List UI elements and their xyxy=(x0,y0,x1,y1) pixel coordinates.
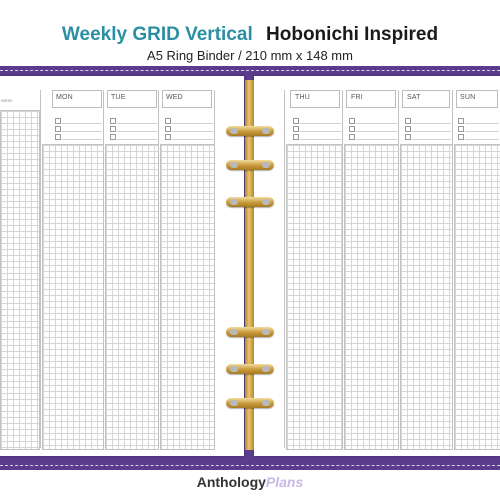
checkbox-line xyxy=(62,131,102,132)
day-grid-sat xyxy=(400,144,453,450)
checkbox-line xyxy=(62,139,102,140)
day-header-wed xyxy=(162,90,212,108)
right-page: THU FRI SAT SUN xyxy=(254,76,500,456)
day-grid-sun xyxy=(454,144,500,450)
checkbox-line xyxy=(300,131,341,132)
day-label-tue: TUE xyxy=(111,94,126,101)
checkbox[interactable] xyxy=(110,118,116,124)
day-header-thu xyxy=(290,90,340,108)
brand-logo: AnthologyPlans xyxy=(0,472,500,492)
binder-ring xyxy=(226,160,274,170)
checkbox-line xyxy=(300,139,341,140)
left-page: WEEK MON TUE WED xyxy=(0,76,244,456)
day-label-fri: FRI xyxy=(351,94,363,101)
binder-ring xyxy=(226,398,274,408)
day-header-fri xyxy=(346,90,396,108)
day-label-thu: THU xyxy=(295,94,310,101)
checkbox[interactable] xyxy=(349,134,355,140)
brand-name-part-1: Anthology xyxy=(196,474,266,490)
checkbox[interactable] xyxy=(165,126,171,132)
day-grid-mon xyxy=(42,144,104,450)
checkbox-line xyxy=(465,139,499,140)
title-part-2: Hobonichi Inspired xyxy=(266,24,439,45)
day-grid-tue xyxy=(105,144,159,450)
checkbox[interactable] xyxy=(349,126,355,132)
binder-stitch-bottom xyxy=(0,465,500,466)
checkbox[interactable] xyxy=(165,118,171,124)
column-divider xyxy=(284,90,285,448)
day-header-tue xyxy=(107,90,157,108)
checkbox[interactable] xyxy=(405,134,411,140)
checkbox[interactable] xyxy=(293,118,299,124)
checkbox-line xyxy=(412,139,451,140)
day-grid-wed xyxy=(160,144,215,450)
day-grid-thu xyxy=(286,144,343,450)
checkbox[interactable] xyxy=(165,134,171,140)
checkbox-line xyxy=(356,139,397,140)
checkbox[interactable] xyxy=(405,118,411,124)
checkbox-line xyxy=(300,123,341,124)
binder-ring xyxy=(226,197,274,207)
checkbox-line xyxy=(465,131,499,132)
left-time-grid xyxy=(0,110,40,450)
checkbox[interactable] xyxy=(458,134,464,140)
checkbox[interactable] xyxy=(110,126,116,132)
day-header-sat xyxy=(402,90,450,108)
checkbox-line xyxy=(172,139,213,140)
title-part-1: Weekly GRID Vertical xyxy=(61,24,253,45)
day-label-sat: SAT xyxy=(407,94,421,101)
checkbox[interactable] xyxy=(349,118,355,124)
checkbox-line xyxy=(356,123,397,124)
binder-ring xyxy=(226,126,274,136)
checkbox[interactable] xyxy=(293,134,299,140)
checkbox[interactable] xyxy=(405,126,411,132)
checkbox-line xyxy=(412,123,451,124)
checkbox-line xyxy=(172,131,213,132)
checkbox-line xyxy=(117,131,157,132)
day-header-mon xyxy=(52,90,102,108)
day-label-mon: MON xyxy=(56,94,73,101)
checkbox[interactable] xyxy=(110,134,116,140)
day-header-sun xyxy=(456,90,498,108)
checkbox[interactable] xyxy=(55,134,61,140)
checkbox-line xyxy=(117,123,157,124)
checkbox-line xyxy=(117,139,157,140)
binder-ring xyxy=(226,364,274,374)
checkbox-line xyxy=(356,131,397,132)
day-label-wed: WED xyxy=(166,94,183,101)
checkbox-line xyxy=(172,123,213,124)
checkbox-line xyxy=(62,123,102,124)
checkbox[interactable] xyxy=(293,126,299,132)
checkbox[interactable] xyxy=(55,118,61,124)
checkbox[interactable] xyxy=(55,126,61,132)
brand-name-part-2: Plans xyxy=(265,474,304,490)
checkbox-line xyxy=(412,131,451,132)
binder-ring xyxy=(226,327,274,337)
checkbox-line xyxy=(465,123,499,124)
day-grid-fri xyxy=(344,144,399,450)
checkbox[interactable] xyxy=(458,118,464,124)
week-corner-label: WEEK xyxy=(1,98,13,103)
product-title: Weekly GRID Vertical Hobonichi Inspired xyxy=(0,24,500,46)
binder-spine-rail xyxy=(245,80,254,450)
binder-stitch-top xyxy=(0,70,500,71)
product-subtitle: A5 Ring Binder / 210 mm x 148 mm xyxy=(147,48,353,63)
column-divider xyxy=(40,90,41,448)
checkbox[interactable] xyxy=(458,126,464,132)
day-label-sun: SUN xyxy=(460,94,476,101)
